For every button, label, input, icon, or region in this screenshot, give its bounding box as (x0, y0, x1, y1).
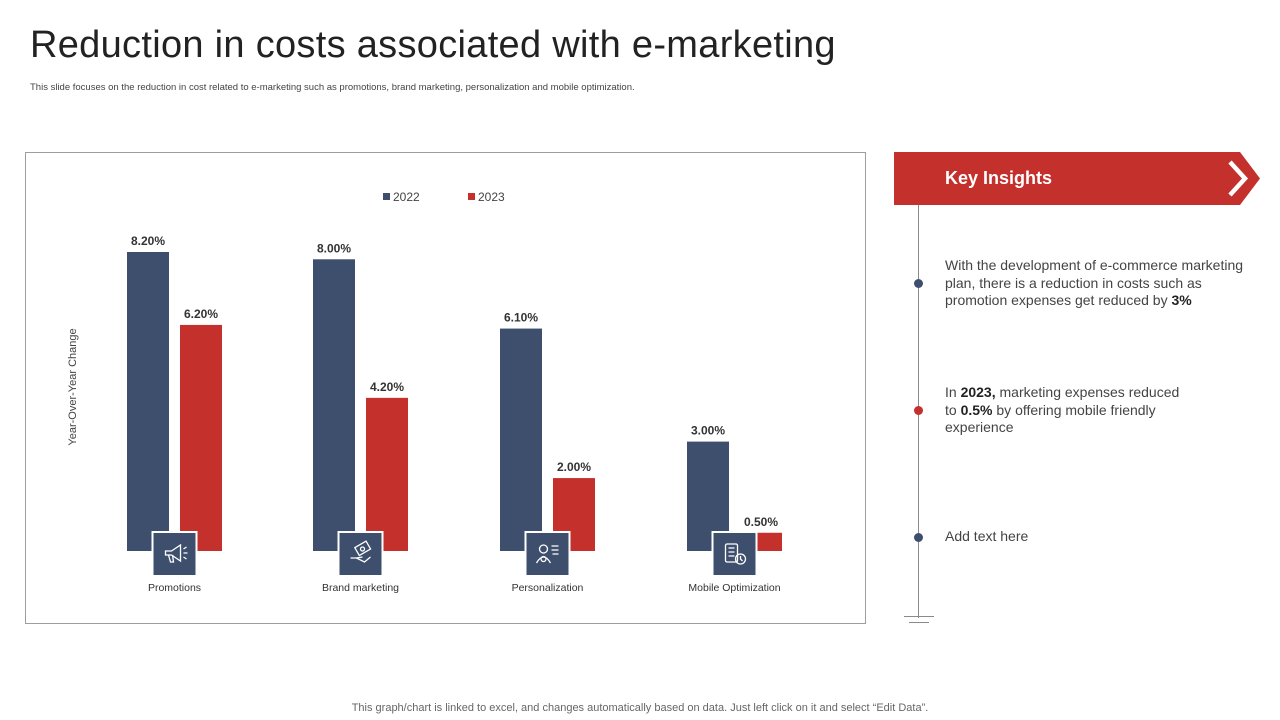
x-tick-label: Brand marketing (322, 582, 399, 594)
bar-2023-promotions (180, 324, 222, 551)
legend-swatch-2023 (468, 193, 475, 200)
y-axis-label: Year-Over-Year Change (67, 328, 79, 445)
data-label: 0.50% (744, 515, 778, 529)
insight-text-1: With the development of e-commerce marke… (945, 257, 1263, 310)
timeline-base-lower (909, 622, 929, 623)
data-label: 6.20% (184, 307, 218, 321)
chevron-right-icon (1228, 160, 1249, 197)
bar-2022-promotions (127, 252, 169, 551)
user-profile-icon (524, 531, 571, 577)
megaphone-icon (151, 531, 198, 577)
x-tick-label: Personalization (512, 582, 584, 594)
insight-fragment: Add text here (945, 528, 1029, 544)
bar-2022-brand-marketing (313, 259, 355, 551)
insight-fragment: by offering mobile friendly experience (945, 401, 1156, 436)
legend-label-2023: 2023 (478, 190, 505, 204)
x-tick-label: Promotions (148, 582, 201, 594)
timeline-dot (914, 279, 923, 288)
data-label: 8.00% (317, 241, 351, 255)
insight-highlight: 2023, (960, 384, 996, 400)
bar-2022-personalization (500, 328, 542, 551)
key-insights-banner (894, 152, 1260, 205)
insight-text-2: In 2023, marketing expenses reduced to 0… (945, 384, 1190, 437)
insight-fragment: In (945, 384, 961, 400)
timeline-base (904, 616, 934, 617)
timeline-dot (914, 533, 923, 542)
x-tick-label: Mobile Optimization (688, 582, 780, 594)
page-title: Reduction in costs associated with e-mar… (30, 24, 836, 66)
insight-highlight: 0.5% (960, 401, 993, 418)
data-label: 4.20% (370, 380, 404, 394)
data-label: 2.00% (557, 460, 591, 474)
timeline-dot (914, 406, 923, 415)
insight-text-3: Add text here (945, 528, 1263, 546)
key-insights-title: Key Insights (945, 168, 1053, 188)
data-label: 8.20% (131, 234, 165, 248)
money-hand-icon (337, 531, 384, 577)
mobile-devices-icon (711, 531, 758, 577)
legend-label-2022: 2022 (393, 190, 420, 204)
insight-fragment: With the development of e-commerce marke… (945, 257, 1244, 308)
footer-note: This graph/chart is linked to excel, and… (351, 702, 929, 714)
data-label: 3.00% (691, 424, 725, 438)
chart-frame: Year-Over-Year Change 2022 2023 8.20% 8.00% 6… (25, 152, 866, 624)
bar-2023-brand-marketing (366, 397, 408, 551)
insight-fragment: marketing expenses reduced to (945, 384, 1180, 418)
bar-chart: Year-Over-Year Change 2022 2023 8.20% 8.00% 6… (67, 190, 782, 594)
data-label: 6.10% (504, 311, 538, 325)
insight-highlight: 3% (1171, 292, 1192, 308)
legend-swatch-2022 (383, 193, 390, 200)
page-subtitle: This slide focuses on the reduction in c… (30, 82, 635, 93)
